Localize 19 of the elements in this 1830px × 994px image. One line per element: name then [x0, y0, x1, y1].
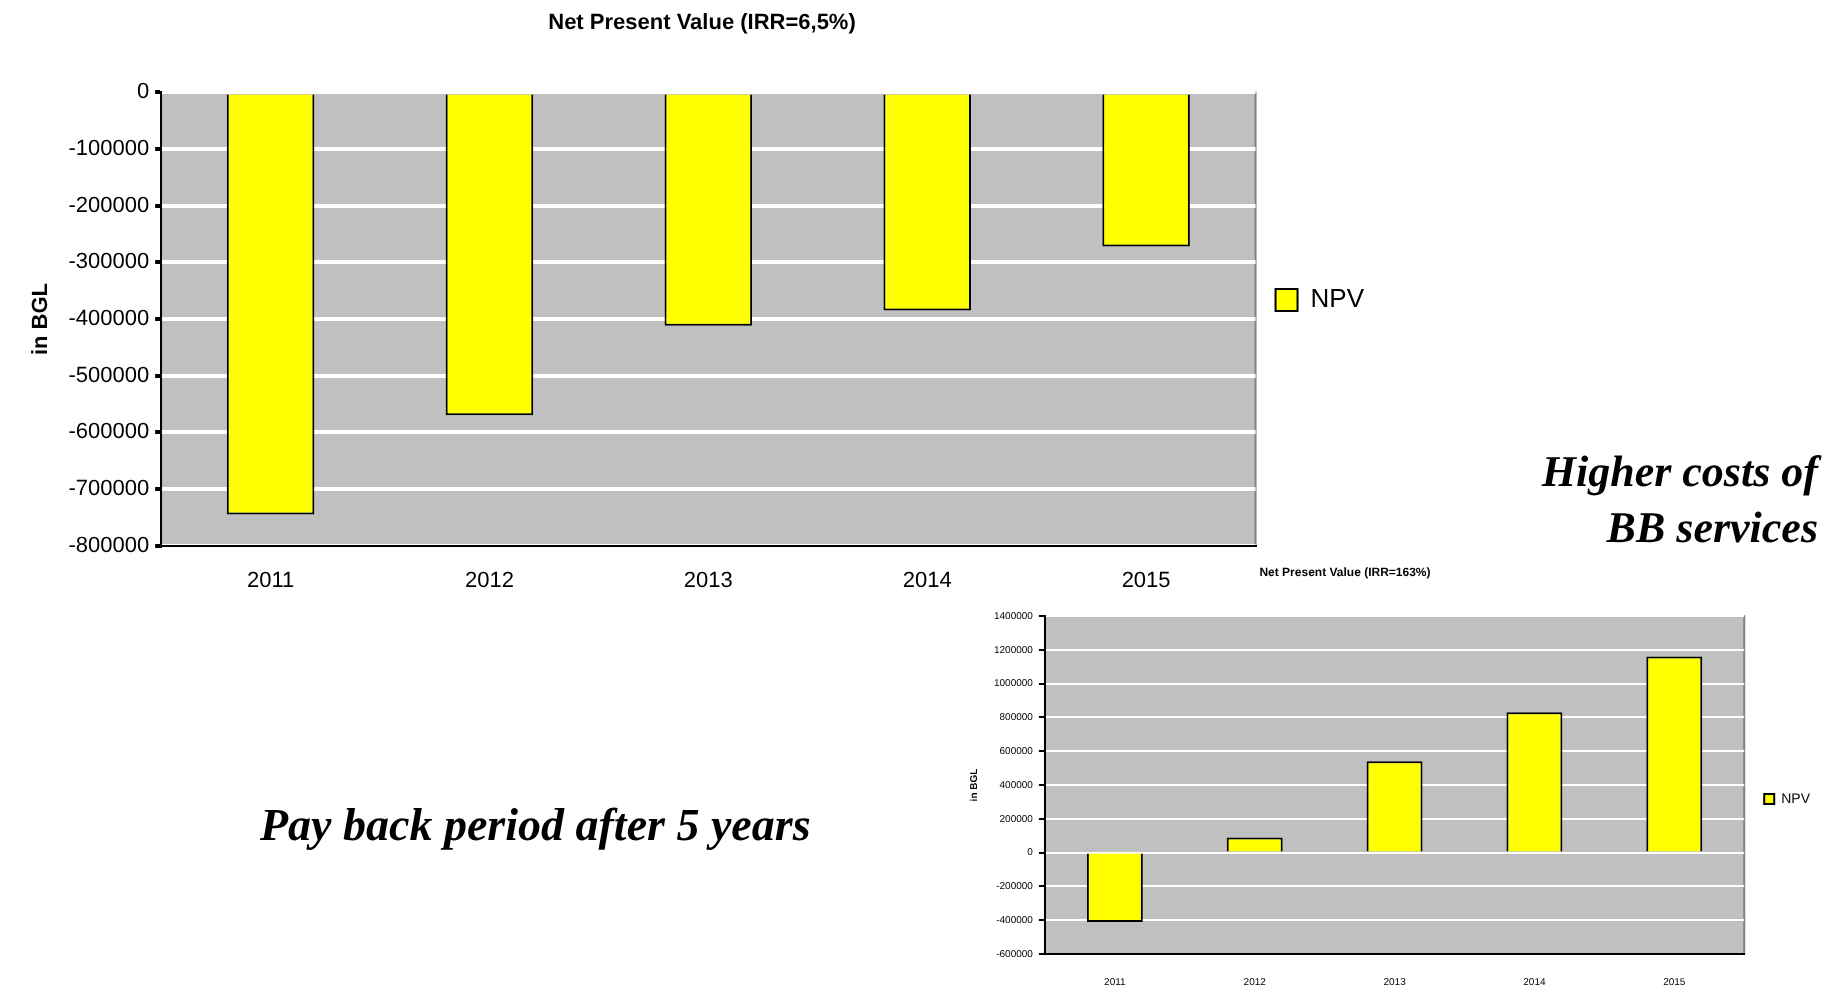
y-axis-title: in BGL — [29, 282, 54, 356]
y-tick-label: -700000 — [68, 477, 150, 502]
x-tick-label: 2014 — [902, 568, 952, 593]
x-tick-label: 2012 — [464, 568, 514, 593]
y-tick-label: -800000 — [68, 533, 150, 558]
y-tick-label: -300000 — [68, 250, 150, 275]
y-tick-label: -200000 — [68, 193, 150, 218]
text: Pay back period after 5 years — [260, 800, 811, 852]
x-tick-label: 2015 — [1121, 568, 1171, 593]
y-tick-label: -500000 — [68, 363, 150, 388]
x-tick-label: 2013 — [683, 568, 733, 593]
text: Higher costs of BB services — [1539, 444, 1818, 556]
y-tick-label: -600000 — [68, 420, 150, 445]
y-tick-label: -100000 — [68, 137, 150, 162]
legend-label: NPV — [1310, 283, 1365, 314]
y-tick-label: 0 — [136, 80, 150, 105]
x-tick-label: 2011 — [246, 568, 295, 593]
y-tick-label: -400000 — [68, 307, 150, 332]
chart-title: Net Present Value (IRR=6,5%) — [548, 11, 857, 36]
